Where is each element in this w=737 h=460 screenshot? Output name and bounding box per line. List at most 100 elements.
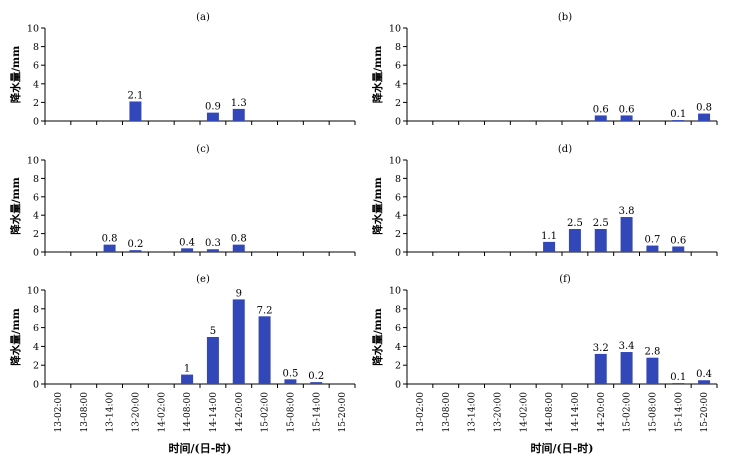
y-tick-label: 6 (395, 323, 401, 334)
bar (103, 244, 116, 252)
x-tick-label: 13-08:00 (80, 392, 90, 433)
data-label: 0.3 (205, 238, 221, 249)
bar (232, 244, 245, 252)
y-tick-label: 6 (33, 192, 39, 203)
data-label: 0.6 (670, 235, 686, 246)
x-tick-label: 13-08:00 (442, 392, 452, 433)
chart-panel-d: 0 2 4 6 8 10 1.1 2.5 2.5 3.8 0.7 0.6 (d) 降水量/mm (371, 144, 718, 259)
y-tick-label: 8 (33, 42, 39, 53)
x-tick-label: 14-08:00 (183, 392, 193, 433)
x-tick-label: 13-02:00 (54, 392, 64, 433)
data-label: 0.9 (205, 102, 221, 113)
bar (646, 357, 659, 384)
x-tick-label: 15-08:00 (286, 392, 296, 433)
bar (568, 229, 581, 252)
y-tick-label: 2 (395, 361, 401, 372)
x-tick-label: 14-14:00 (209, 392, 219, 433)
x-axis-title: 时间/(日-时) (169, 441, 232, 455)
y-axis-title: 降水量/mm (9, 177, 22, 235)
y-tick-label: 0 (33, 380, 39, 391)
data-label: 0.4 (179, 237, 195, 248)
y-tick-label: 4 (395, 342, 401, 353)
x-tick-label: 13-02:00 (416, 392, 426, 433)
y-tick-label: 2 (395, 98, 401, 109)
data-label: 2.5 (593, 218, 609, 229)
data-label: 3.8 (619, 206, 635, 217)
y-tick-label: 6 (33, 61, 39, 72)
data-label: 0.5 (282, 368, 298, 379)
data-label: 2.1 (127, 90, 143, 101)
y-tick-label: 0 (395, 117, 401, 128)
data-label: 1.1 (541, 231, 557, 242)
panel-label: (f) (559, 274, 571, 285)
y-tick-label: 4 (395, 79, 401, 90)
data-label: 2.5 (567, 218, 583, 229)
chart-panel-c: 0 2 4 6 8 10 0.8 0.2 0.4 0.3 0.8 (c) 降水量/mm (9, 144, 356, 259)
y-tick-label: 6 (395, 192, 401, 203)
data-label: 0.8 (102, 234, 118, 245)
y-tick-label: 10 (389, 156, 401, 167)
data-label: 3.4 (619, 341, 635, 352)
chart-panel-a: 0 2 4 6 8 10 2.1 0.9 1.3 (a) 降水量/mm (9, 12, 356, 128)
y-tick-label: 6 (33, 323, 39, 334)
y-tick-label: 4 (33, 79, 39, 90)
y-tick-label: 0 (33, 248, 39, 259)
chart-panel-f: 0 2 4 6 8 10 3.2 3.4 2.8 0.1 0.4 (f) 降水量/mm 13-02:00 1… (371, 274, 718, 455)
y-tick-label: 0 (395, 380, 401, 391)
y-tick-label: 2 (33, 98, 39, 109)
x-tick-label: 13-14:00 (106, 392, 116, 433)
data-label: 0.7 (644, 235, 660, 246)
data-label: 3.2 (593, 343, 609, 354)
data-label: 0.1 (670, 372, 686, 383)
y-tick-label: 2 (33, 361, 39, 372)
x-tick-label: 13-14:00 (468, 392, 478, 433)
data-label: 0.2 (127, 239, 143, 250)
x-axis-title: 时间/(日-时) (531, 441, 594, 455)
bar (672, 383, 685, 384)
x-tick-label: 14-02:00 (519, 392, 529, 433)
x-tick-label: 15-02:00 (261, 392, 271, 433)
y-tick-label: 4 (395, 211, 401, 222)
bar (620, 115, 633, 121)
x-tick-label: 13-20:00 (131, 392, 141, 433)
y-tick-label: 10 (389, 24, 401, 35)
x-tick-label: 13-20:00 (493, 392, 503, 433)
y-axis-title: 降水量/mm (371, 177, 384, 235)
bar (232, 299, 245, 384)
bar (310, 382, 323, 384)
chart-panel-e: 0 2 4 6 8 10 1 5 9 7.2 0.5 0.2 (e) 降水量/mm 13-02:00 13-0… (9, 274, 356, 455)
y-tick-label: 2 (395, 229, 401, 240)
bar (698, 113, 711, 121)
x-tick-label: 15-14:00 (312, 392, 322, 433)
bar (698, 380, 711, 384)
data-label: 0.1 (670, 109, 686, 120)
y-axis-title: 降水量/mm (371, 308, 384, 366)
bar (620, 217, 633, 252)
bar (620, 352, 633, 384)
bar (206, 337, 219, 384)
bar (594, 115, 607, 121)
data-label: 0.6 (619, 104, 635, 115)
y-tick-label: 10 (27, 286, 39, 297)
y-tick-label: 0 (395, 248, 401, 259)
y-axis-title: 降水量/mm (371, 46, 384, 104)
bar (672, 120, 685, 121)
y-tick-label: 8 (395, 304, 401, 315)
bar (232, 108, 245, 121)
data-label: 5 (210, 326, 216, 337)
bar (646, 245, 659, 252)
bar (181, 248, 194, 252)
panel-label: (c) (196, 144, 210, 155)
data-label: 0.8 (696, 103, 712, 114)
bar (594, 229, 607, 252)
x-tick-label: 14-02:00 (157, 392, 167, 433)
y-tick-label: 4 (33, 211, 39, 222)
bar (181, 374, 194, 384)
bar (129, 250, 142, 252)
bar (284, 379, 297, 384)
chart-panel-b: 0 2 4 6 8 10 0.6 0.6 0.1 0.8 (b) 降水量/mm (371, 12, 718, 128)
y-tick-label: 8 (33, 304, 39, 315)
panel-label: (a) (196, 12, 210, 23)
y-tick-label: 8 (395, 42, 401, 53)
